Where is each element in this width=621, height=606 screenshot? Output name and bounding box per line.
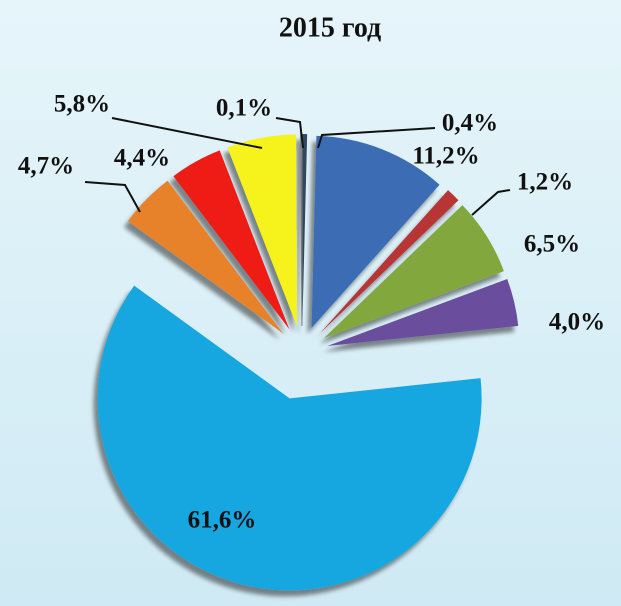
data-label: 61,6%	[188, 507, 257, 534]
data-label: 5,8%	[54, 91, 110, 118]
pie-slice	[327, 278, 519, 347]
labels: 0,4% 11,2% 1,2% 6,5% 4,0% 61,6% 4,7% 4,4%5,8% 0,…	[18, 91, 605, 534]
leader-line	[84, 181, 141, 213]
leader-line	[317, 127, 436, 149]
data-label: 0,1%	[216, 95, 272, 122]
pie-slice	[302, 134, 308, 327]
pie-slice	[311, 135, 440, 328]
leader-line	[471, 189, 511, 216]
chart-title: 2015 год	[279, 12, 381, 43]
pie-slice	[173, 150, 290, 330]
leader-line	[111, 117, 263, 149]
data-label: 4,7%	[18, 153, 74, 180]
pie-slice	[227, 134, 298, 327]
data-label: 0,4%	[442, 110, 498, 137]
data-label: 4,0%	[549, 309, 605, 336]
data-label: 6,5%	[524, 231, 580, 258]
pie-slice	[97, 285, 482, 591]
leader-line	[275, 117, 304, 149]
pie-slice	[324, 205, 504, 339]
leader-lines	[84, 117, 511, 216]
data-label: 11,2%	[412, 143, 479, 170]
pie-slice	[127, 180, 284, 334]
pie-slice	[320, 190, 459, 334]
data-label: 4,4%	[114, 145, 170, 172]
data-label: 1,2%	[517, 169, 573, 196]
slices	[97, 133, 519, 591]
